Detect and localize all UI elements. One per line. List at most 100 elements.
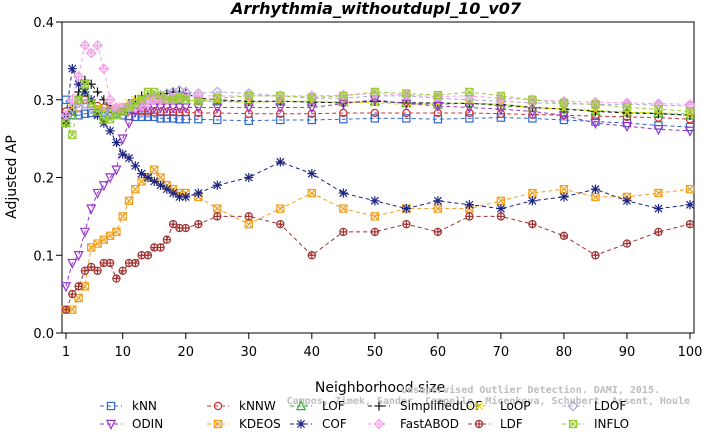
point-ldf [168,219,178,229]
point-ldf [276,219,285,229]
point-cof [168,188,178,198]
point-cof [685,200,695,210]
series-inflo [61,79,695,139]
point-ldf [61,305,71,314]
point-ldf [402,219,411,229]
legend-item-inflo: INFLO [562,417,629,431]
point-knn [168,114,178,123]
point-ldf [339,227,348,237]
legend-item-cof: COF [290,417,347,431]
point-cof [527,196,538,206]
legend-marker-simplifiedlof [374,401,384,411]
point-cof [401,204,411,214]
point-ldf [622,239,632,248]
point-knnw [307,109,317,118]
legend-item-ldf: LDF [468,417,523,431]
point-kdeos [496,196,506,206]
series-cof [61,64,695,214]
y-tick-label: 0.0 [33,327,54,342]
point-odin [432,101,443,112]
point-kdeos [244,219,253,229]
point-ldf [68,289,77,299]
point-cof [433,196,443,206]
point-knn [370,114,380,123]
point-ldf [93,266,102,275]
legend-label-kdeos: KDEOS [239,417,281,431]
legend-label-loop: LoOP [500,399,531,413]
point-kdeos [528,188,537,198]
point-knn [559,115,569,125]
point-ldf [181,223,190,233]
legend-marker-ldof [567,400,579,412]
legend-item-ldof: LDOF [562,399,626,413]
point-odin [243,103,254,114]
point-odin [306,103,317,114]
point-knnw [181,107,190,117]
point-knn [307,115,317,125]
point-ldf [87,262,96,272]
x-tick-label: 90 [619,345,636,360]
y-tick-label: 0.3 [33,94,54,109]
legend-label-ldf: LDF [500,417,523,431]
legend-label-odin: ODIN [132,417,163,431]
legend-marker-loop [474,401,484,411]
point-cof [244,172,254,183]
y-tick-label: 0.2 [33,172,54,187]
point-cof [212,180,222,190]
x-tick-label: 20 [177,345,194,360]
point-cof [149,176,159,186]
point-knnw [465,108,474,118]
point-simplifiedlof [92,87,103,97]
point-cof [496,204,506,214]
point-loop [465,98,474,107]
point-inflo [213,93,222,103]
point-kdeos [370,212,380,221]
point-ldf [496,212,506,221]
point-ldof [73,102,85,113]
point-kdeos [74,293,83,303]
point-cof [193,188,203,198]
x-tick-label: 30 [241,345,258,360]
point-knnw [194,108,203,118]
point-knnw [175,107,184,117]
point-kdeos [150,165,159,174]
point-inflo [528,95,537,104]
point-inflo [74,95,83,104]
legend-item-knnw: kNNW [207,399,276,413]
point-cof [653,204,664,214]
point-odin [111,165,122,176]
point-knnw [168,107,178,117]
point-inflo [276,91,285,101]
legend-label-fastabod: FastABOD [400,417,459,431]
point-kdeos [131,184,140,194]
point-odin [79,227,90,238]
point-ldf [131,258,140,268]
point-kdeos [156,173,165,182]
point-cof [590,184,601,194]
point-odin [105,173,116,184]
point-cof [275,157,285,167]
point-cof [338,188,348,198]
point-cof [111,137,122,148]
series-line-ldof [65,89,691,116]
point-odin [123,118,135,130]
x-tick-label: 100 [678,345,702,360]
point-odin [212,103,223,114]
point-ldf [112,274,121,283]
point-ldf [559,231,569,241]
legend-marker-cof [296,419,306,429]
point-odin [464,103,475,114]
point-cof [622,196,632,206]
point-ldf [194,219,203,229]
point-knn [156,114,165,123]
point-inflo [80,79,90,89]
point-inflo [93,107,102,116]
point-odin [275,103,286,114]
point-knn [162,114,172,123]
x-tick-label: 50 [367,345,384,360]
point-odin [527,107,538,118]
point-ldf [654,227,663,237]
point-odin [193,103,204,114]
point-ldf [156,243,165,252]
point-inflo [654,104,663,114]
